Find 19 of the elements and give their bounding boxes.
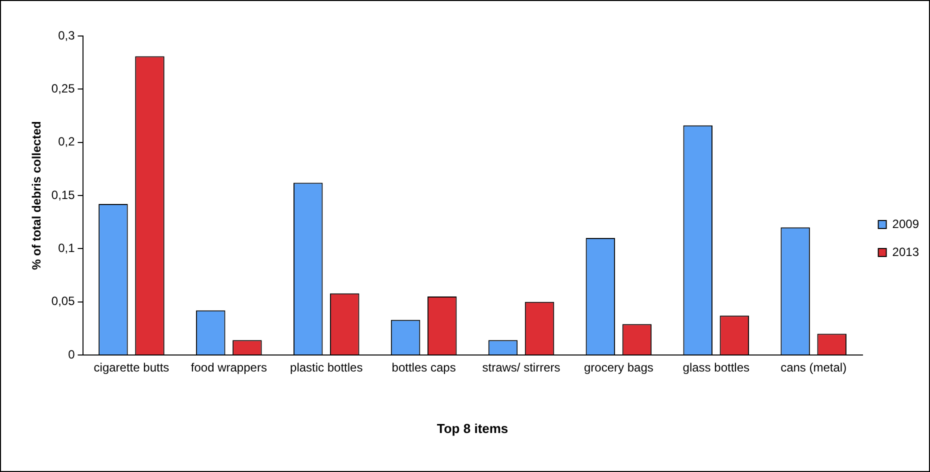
x-tick-label: straws/ stirrers — [482, 360, 560, 375]
x-tick-label: plastic bottles — [290, 360, 363, 375]
x-tick-label: bottles caps — [392, 360, 456, 375]
y-tick-label: 0,25 — [51, 81, 76, 96]
y-tick-label: 0,05 — [51, 294, 76, 308]
x-tick-label: cigarette butts — [94, 360, 170, 375]
y-axis-title: % of total debris collected — [30, 121, 44, 270]
x-tick-label: grocery bags — [584, 360, 654, 375]
y-tick-label: 0,1 — [58, 240, 76, 255]
x-tick-label: cans (metal) — [780, 360, 847, 375]
x-tick-label: glass bottles — [682, 360, 750, 375]
y-tick-label: 0,2 — [58, 134, 76, 149]
y-tick-label: 0,3 — [58, 28, 76, 42]
y-tick-label: 0 — [68, 347, 76, 362]
y-tick-label: 0,15 — [51, 188, 76, 202]
x-tick-label: food wrappers — [190, 360, 267, 375]
legend-label: 2013 — [892, 244, 920, 259]
x-axis-title: Top 8 items — [436, 420, 508, 436]
legend-label: 2009 — [892, 216, 920, 231]
